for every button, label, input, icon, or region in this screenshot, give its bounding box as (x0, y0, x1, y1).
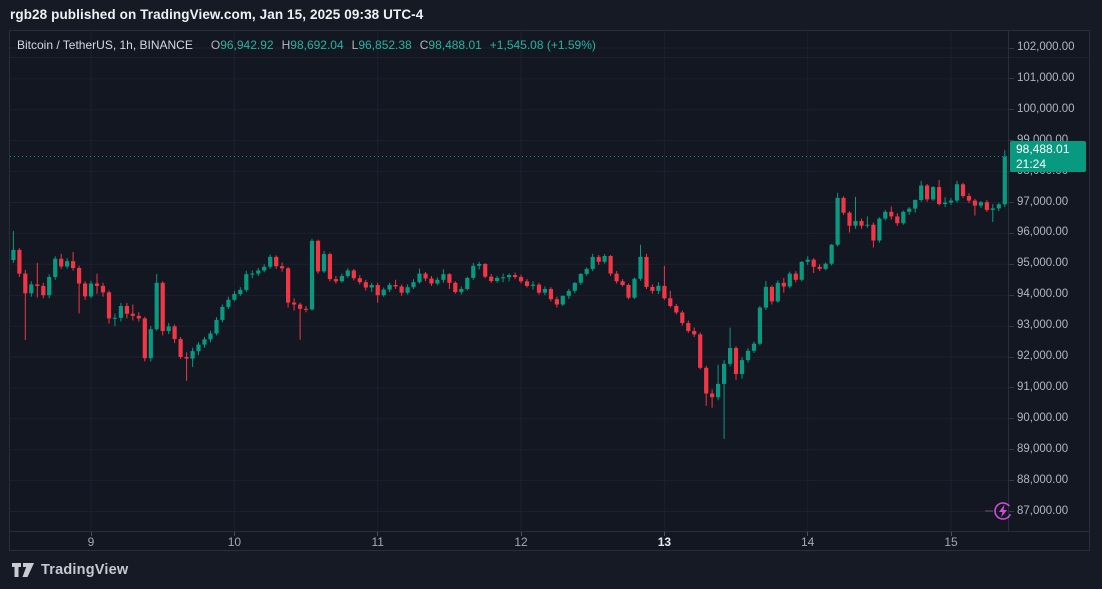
price-axis-tick (1009, 418, 1014, 420)
time-axis-label: 14 (801, 535, 815, 549)
time-axis-label: 10 (227, 535, 242, 549)
close-value: 98,488.01 (428, 38, 482, 52)
symbol-legend[interactable]: Bitcoin / TetherUS, 1h, BINANCE O96,942.9… (17, 38, 596, 54)
plot-area[interactable]: Bitcoin / TetherUS, 1h, BINANCE O96,942.9… (10, 31, 1089, 531)
price-axis-label: 88,000.00 (1017, 473, 1069, 486)
price-axis-tick (1009, 232, 1014, 234)
low-label: L (351, 38, 359, 52)
time-axis-tick (663, 532, 665, 536)
time-axis-tick (807, 532, 809, 536)
price-axis-label: 91,000.00 (1017, 380, 1069, 393)
time-axis-tick (233, 532, 235, 536)
time-axis-label: 13 (657, 535, 672, 549)
publish-text: rgb28 published on TradingView.com, Jan … (10, 7, 424, 22)
price-axis-label: 93,000.00 (1017, 319, 1069, 332)
tradingview-logo-icon (12, 563, 34, 577)
symbol-title[interactable]: Bitcoin / TetherUS, 1h, BINANCE (17, 38, 193, 52)
price-axis-tick (1009, 294, 1014, 296)
price-axis-label: 90,000.00 (1017, 411, 1069, 424)
open-label: O (210, 38, 221, 52)
price-axis-label: 101,000.00 (1017, 71, 1075, 84)
price-axis-tick (1009, 325, 1014, 327)
time-axis-label: 11 (371, 535, 384, 549)
price-axis-label: 87,000.00 (1017, 504, 1069, 517)
price-axis-label: 96,000.00 (1017, 226, 1069, 239)
price-axis-label: 89,000.00 (1017, 442, 1069, 455)
time-axis-label: 12 (514, 535, 528, 549)
price-axis-tick (1009, 449, 1014, 451)
time-axis-tick (377, 532, 379, 536)
price-axis-label: 95,000.00 (1017, 257, 1069, 270)
price-axis-tick (1009, 47, 1014, 49)
time-axis-tick (950, 532, 952, 536)
high-label: H (281, 38, 291, 52)
price-axis-tick (1009, 263, 1014, 265)
price-axis-tick (1009, 171, 1014, 173)
high-value: 98,692.04 (290, 38, 344, 52)
time-axis[interactable]: 9 10 11 12 13 14 15 (10, 531, 1089, 550)
price-axis-tick (1009, 387, 1014, 389)
change-value: +1,545.08 (+1.59%) (489, 38, 596, 52)
price-axis[interactable]: 98,488.01 21:24 102,000.00 101,000.00 100,… (1008, 31, 1089, 531)
time-axis-tick (520, 532, 522, 536)
price-axis-label: 92,000.00 (1017, 350, 1069, 362)
boost-lightning-icon[interactable] (975, 501, 1015, 521)
tradingview-wordmark: TradingView (41, 562, 129, 578)
last-price-tag: 98,488.01 21:24 (1010, 140, 1086, 172)
chart-frame: Bitcoin / TetherUS, 1h, BINANCE O96,942.9… (9, 30, 1090, 551)
open-value: 96,942.92 (220, 38, 274, 52)
footer-bar: TradingView (0, 551, 1102, 589)
price-axis-tick (1009, 480, 1014, 482)
header-divider (10, 57, 1089, 58)
price-axis-tick (1009, 78, 1014, 80)
price-axis-label: 102,000.00 (1017, 41, 1075, 53)
time-axis-tick (90, 532, 92, 536)
publish-bar: rgb28 published on TradingView.com, Jan … (0, 0, 1102, 30)
price-chart-svg[interactable] (10, 31, 1008, 531)
candle-countdown: 21:24 (1016, 156, 1047, 171)
price-axis-tick (1009, 356, 1014, 358)
price-axis-label: 100,000.00 (1017, 102, 1075, 115)
time-axis-label: 9 (87, 535, 95, 549)
last-price-value: 98,488.01 (1016, 141, 1070, 156)
tradingview-brand-link[interactable]: TradingView (12, 561, 128, 579)
price-axis-label: 94,000.00 (1017, 288, 1069, 301)
time-axis-label: 15 (944, 535, 958, 549)
price-axis-label: 97,000.00 (1017, 195, 1069, 208)
low-value: 96,852.38 (358, 38, 412, 52)
price-axis-tick (1009, 202, 1014, 203)
price-axis-tick (1009, 511, 1014, 512)
close-label: C (419, 38, 429, 52)
price-axis-tick (1009, 109, 1014, 111)
